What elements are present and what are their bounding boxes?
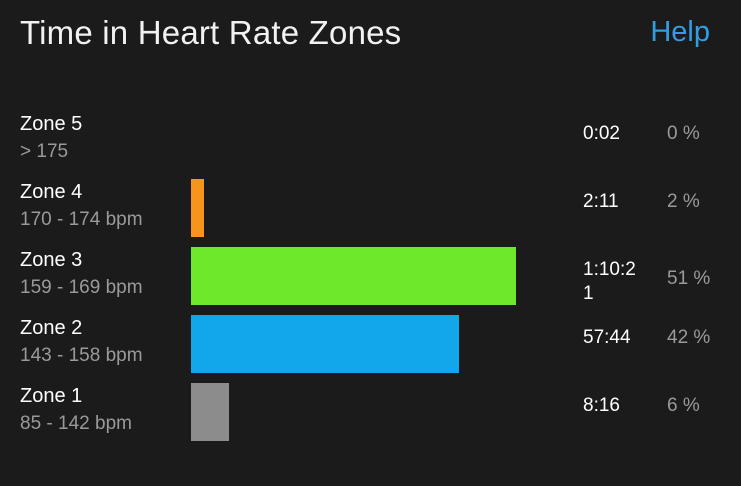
zone-bar <box>191 315 459 373</box>
zone-bar <box>191 179 204 237</box>
zone-time: 2:11 <box>583 191 619 212</box>
zone-range: 159 - 169 bpm <box>20 277 143 298</box>
zone-time: 0:02 <box>583 123 620 144</box>
zone-time: 57:44 <box>583 327 631 348</box>
zone-label: Zone 2 143 - 158 bpm <box>20 316 190 368</box>
zone-percent: 42 % <box>667 327 711 348</box>
zone-percent: 2 % <box>667 191 700 212</box>
zone-name: Zone 1 <box>20 385 83 407</box>
zone-name: Zone 3 <box>20 249 83 271</box>
zone-label: Zone 1 85 - 142 bpm <box>20 384 190 436</box>
help-link[interactable]: Help <box>650 16 710 48</box>
zone-time: 1:10:21 <box>583 259 636 304</box>
zone-bar <box>191 383 229 441</box>
zone-percent: 51 % <box>667 268 711 289</box>
zone-bar <box>191 247 516 305</box>
zone-label: Zone 4 170 - 174 bpm <box>20 180 190 232</box>
zone-time: 8:16 <box>583 395 620 416</box>
zone-label: Zone 3 159 - 169 bpm <box>20 248 190 300</box>
page-title: Time in Heart Rate Zones <box>20 14 402 51</box>
zone-percent: 0 % <box>667 123 700 144</box>
zone-percent: 6 % <box>667 395 700 416</box>
zone-range: > 175 <box>20 141 69 162</box>
zone-range: 85 - 142 bpm <box>20 413 132 434</box>
zone-name: Zone 5 <box>20 113 83 135</box>
zone-label: Zone 5 > 175 <box>20 112 190 164</box>
zone-name: Zone 2 <box>20 317 83 339</box>
zone-range: 170 - 174 bpm <box>20 209 143 230</box>
zone-name: Zone 4 <box>20 181 83 203</box>
zone-range: 143 - 158 bpm <box>20 345 143 366</box>
